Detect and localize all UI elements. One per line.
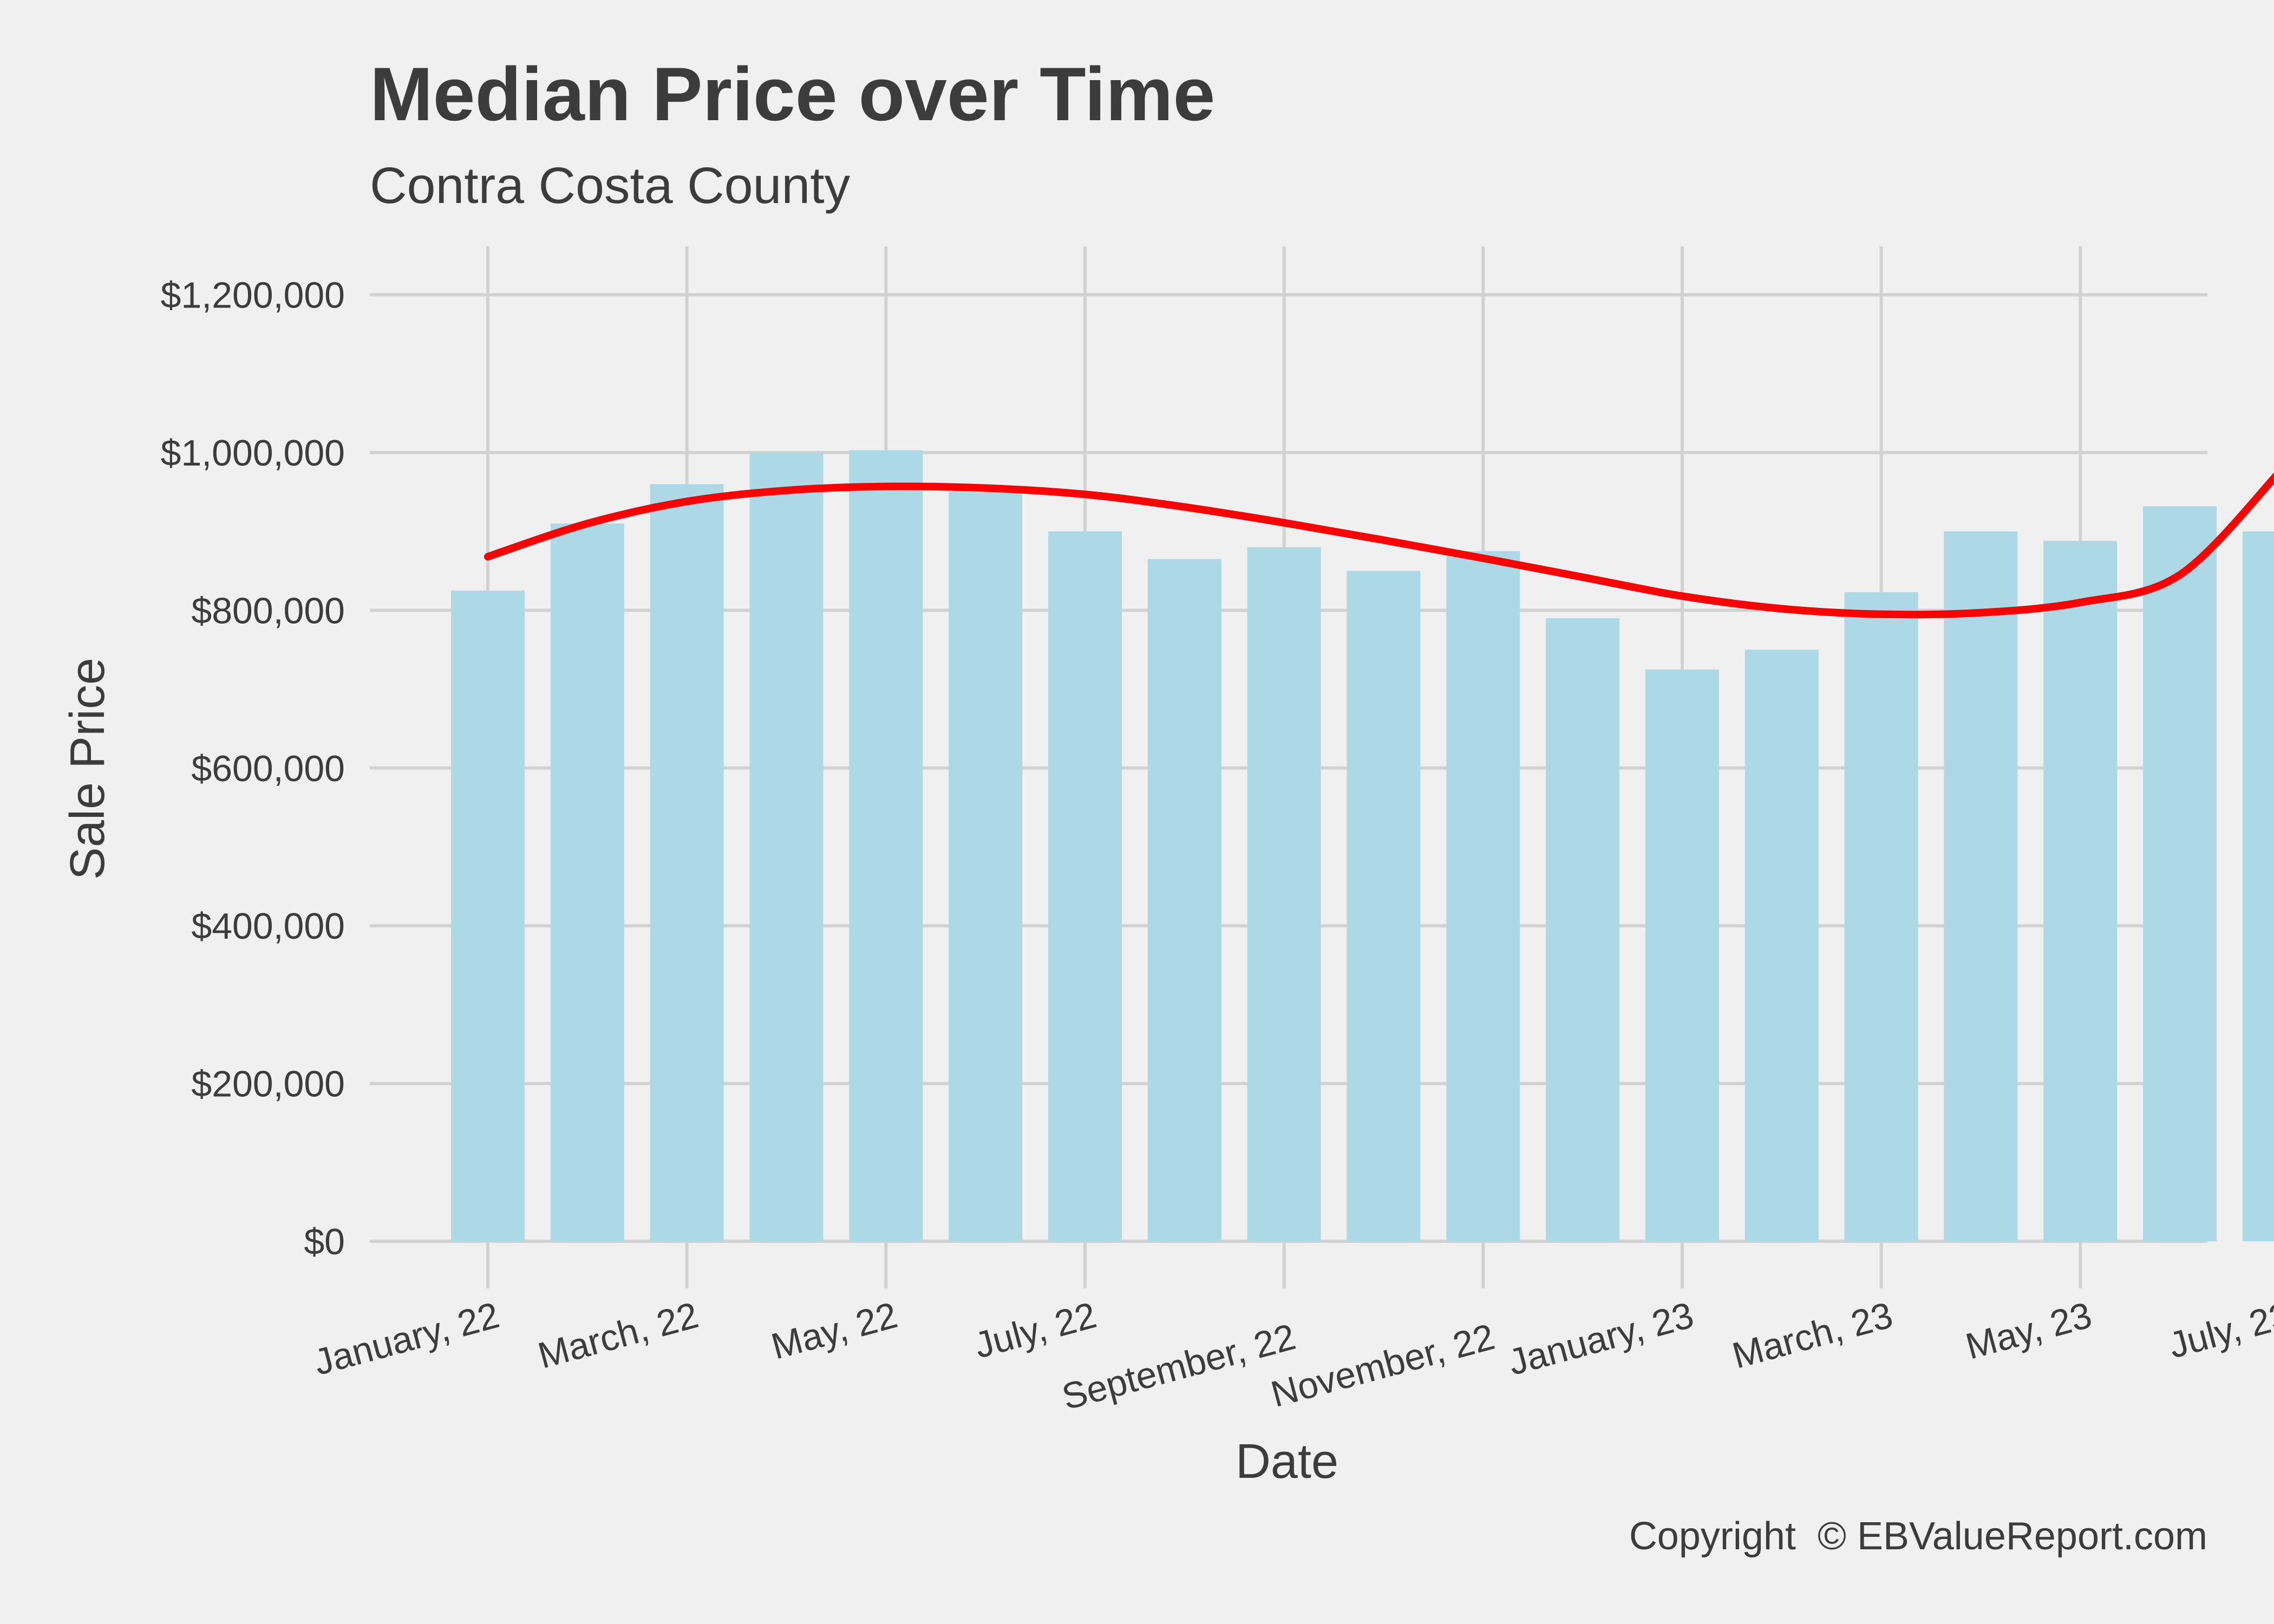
x-tick-label: July, 23 [2165,1294,2274,1366]
y-tick-label: $1,200,000 [161,275,345,316]
bar [1147,559,1221,1241]
y-axis-ticks: $0 $200,000 $400,000 $600,000 $800,000 $1,000… [161,275,345,1262]
bar [749,453,824,1241]
bar [1844,592,1918,1241]
x-tick-label: January, 23 [1504,1294,1698,1383]
chart-subtitle: Contra Costa County [370,157,851,214]
x-tick-label: July, 22 [970,1294,1101,1366]
bar [650,484,724,1241]
bar [849,450,923,1241]
bar [1546,618,1620,1241]
bar [949,492,1023,1241]
copyright-caption: Copyright © EBValueReport.com [1629,1515,2207,1558]
y-tick-label: $800,000 [191,590,345,631]
bar [1247,547,1321,1241]
bar [2242,531,2274,1242]
trend-line [484,472,2274,619]
chart-title: Median Price over Time [370,51,1215,136]
bar [1347,571,1421,1241]
x-tick-label: November, 22 [1267,1316,1499,1415]
bar [1944,531,2018,1242]
y-tick-label: $200,000 [191,1064,345,1105]
y-tick-label: $600,000 [191,748,345,789]
x-tick-label: March, 23 [1728,1294,1897,1377]
bar [1744,650,1819,1241]
bar [451,590,525,1241]
x-axis-label: Date [1236,1435,1338,1489]
y-tick-label: $1,000,000 [161,433,345,474]
x-tick-label: March, 22 [534,1294,703,1377]
bar [550,523,624,1241]
bar [2143,506,2217,1242]
y-tick-label: $400,000 [191,906,345,947]
y-tick-label: $0 [304,1221,345,1262]
x-tick-label: January, 22 [310,1294,504,1383]
bars [451,450,2274,1242]
y-axis-label: Sale Price [61,658,115,880]
bar [2043,541,2118,1241]
bar [1048,531,1122,1242]
bar [1446,551,1520,1241]
trend-line-group [484,472,2274,619]
bar [1645,669,1719,1241]
x-tick-label: May, 23 [1962,1294,2096,1367]
x-axis-ticks: January, 22 March, 22 May, 22 July, 22Septe… [310,1294,2274,1418]
x-tick-label: May, 22 [767,1294,901,1367]
